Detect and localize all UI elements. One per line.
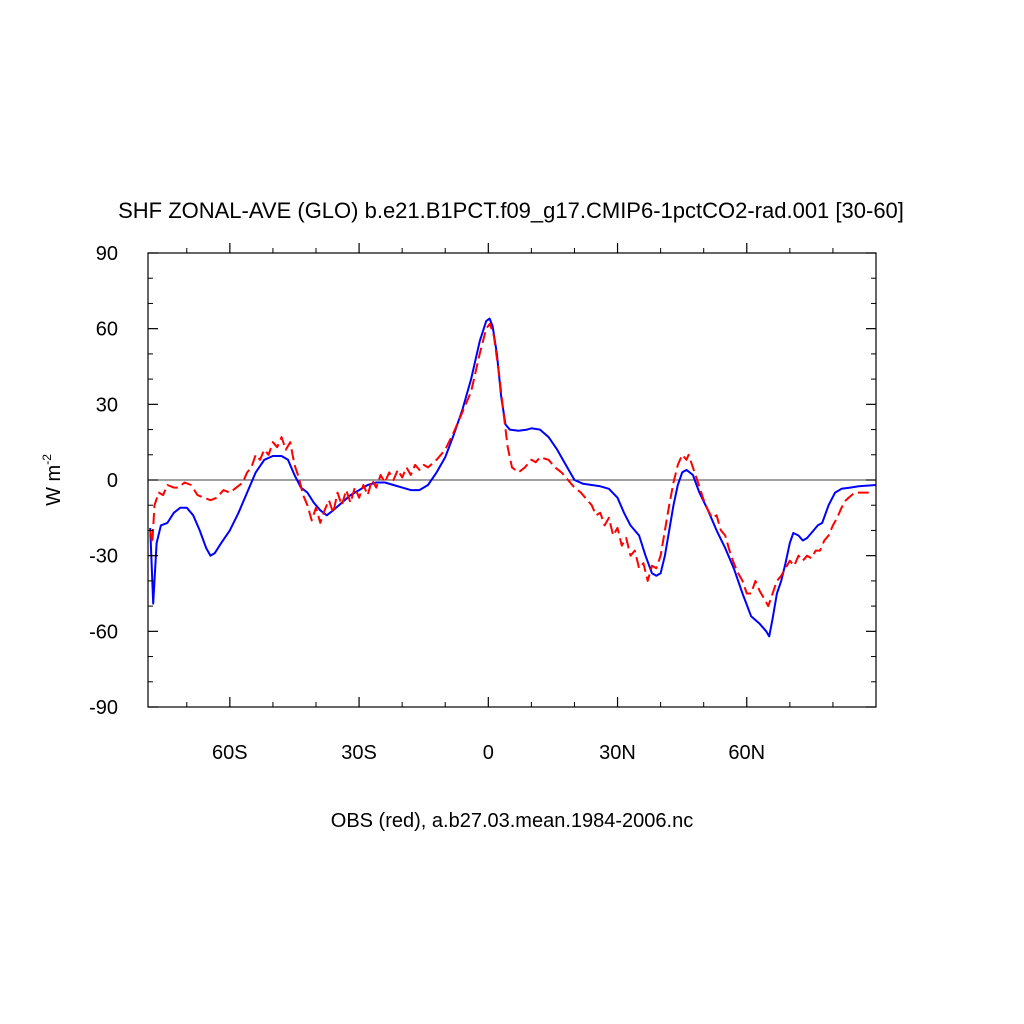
chart-title: SHF ZONAL-AVE (GLO) b.e21.B1PCT.f09_g17.… bbox=[118, 198, 904, 223]
x-tick-label: 60N bbox=[728, 742, 765, 764]
y-tick-label: 0 bbox=[107, 470, 118, 492]
x-tick-label: 30N bbox=[599, 742, 636, 764]
x-tick-label: 60S bbox=[212, 742, 248, 764]
y-tick-label: -30 bbox=[89, 546, 118, 568]
x-tick-label: 30S bbox=[341, 742, 377, 764]
y-tick-label: 90 bbox=[96, 243, 118, 265]
x-axis-label: OBS (red), a.b27.03.mean.1984-2006.nc bbox=[331, 810, 693, 832]
x-tick-label: 0 bbox=[483, 742, 494, 764]
obs-series-line bbox=[149, 322, 872, 608]
model-series-line bbox=[149, 317, 877, 638]
y-tick-label: 30 bbox=[96, 394, 118, 416]
y-tick-label: -60 bbox=[89, 621, 118, 643]
y-tick-label: 60 bbox=[96, 319, 118, 341]
y-axis-label: W m-2 bbox=[40, 454, 65, 506]
y-tick-label: -90 bbox=[89, 697, 118, 719]
plot-frame bbox=[147, 252, 877, 708]
